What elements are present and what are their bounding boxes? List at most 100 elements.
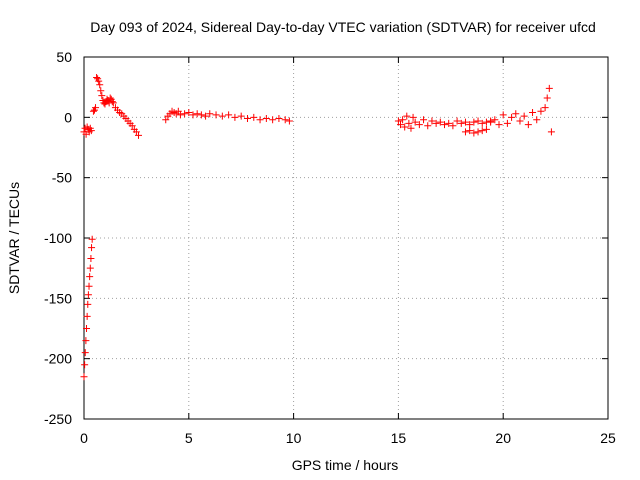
data-point	[474, 117, 482, 125]
data-point	[88, 244, 96, 252]
data-point	[243, 115, 251, 123]
data-point	[466, 121, 474, 129]
data-point	[453, 117, 461, 125]
x-tick-label: 5	[185, 430, 193, 446]
x-tick-label: 20	[495, 430, 511, 446]
data-point	[82, 337, 90, 345]
data-point	[547, 128, 555, 136]
data-point	[411, 118, 419, 126]
data-point	[537, 107, 545, 115]
data-point	[499, 111, 507, 119]
data-point	[256, 116, 264, 124]
data-point	[81, 349, 89, 357]
data-point	[87, 255, 95, 263]
data-point	[197, 111, 205, 119]
data-point	[86, 273, 94, 281]
data-point	[84, 300, 92, 308]
data-point	[97, 87, 105, 95]
data-point	[96, 81, 104, 89]
y-axis-label: SDTVAR / TECUs	[6, 182, 22, 294]
x-tick-label: 0	[80, 430, 88, 446]
data-point	[457, 119, 465, 127]
data-point	[98, 92, 106, 100]
y-tick-label: -50	[52, 170, 72, 186]
data-point	[93, 74, 101, 82]
data-point	[403, 112, 411, 120]
y-tick-label: 50	[56, 49, 72, 65]
data-point	[86, 264, 94, 272]
data-point	[394, 117, 402, 125]
data-point	[461, 118, 469, 126]
data-point	[269, 116, 277, 124]
y-tick-label: 0	[64, 109, 72, 125]
data-point	[478, 119, 486, 127]
data-point	[285, 117, 293, 125]
data-point	[162, 116, 170, 124]
data-point	[231, 113, 239, 121]
data-point	[81, 361, 89, 369]
data-point	[399, 116, 407, 124]
data-point	[132, 128, 140, 136]
data-point	[281, 116, 289, 124]
data-point	[80, 373, 88, 381]
data-point	[83, 325, 91, 332]
data-point	[516, 117, 524, 125]
y-tick-label: -150	[44, 290, 72, 306]
data-point	[275, 115, 283, 123]
data-point	[193, 110, 201, 118]
data-point	[206, 110, 214, 118]
data-point	[250, 113, 258, 121]
data-point	[545, 84, 553, 92]
data-point	[218, 112, 226, 120]
y-tick-label: -200	[44, 351, 72, 367]
data-point	[503, 119, 511, 127]
data-point	[202, 112, 210, 120]
axis-ticks	[83, 56, 609, 420]
data-point	[225, 111, 233, 119]
data-point	[543, 94, 551, 102]
x-tick-label: 15	[391, 430, 407, 446]
data-point	[108, 98, 116, 106]
data-point	[109, 99, 117, 107]
data-point	[436, 118, 444, 126]
data-point	[181, 110, 189, 118]
grid	[84, 57, 608, 419]
data-point	[134, 131, 142, 139]
data-point	[409, 113, 417, 121]
data-point	[262, 115, 270, 123]
y-tick-label: -100	[44, 230, 72, 246]
data-point	[520, 112, 528, 120]
data-point	[466, 127, 474, 135]
data-point	[491, 116, 499, 124]
data-point	[396, 121, 404, 129]
data-point	[445, 119, 453, 127]
y-tick-label: -250	[44, 411, 72, 427]
data-point	[85, 282, 93, 290]
data-point	[424, 122, 432, 130]
data-point	[401, 123, 409, 131]
data-point	[83, 312, 91, 320]
data-point	[533, 116, 541, 124]
data-point	[405, 119, 413, 127]
data-point	[529, 109, 537, 117]
data-point	[95, 77, 103, 85]
data-point	[128, 122, 136, 130]
data-point	[474, 128, 482, 136]
data-points	[80, 74, 555, 381]
data-point	[89, 107, 97, 115]
data-point	[176, 111, 184, 119]
data-point	[428, 117, 436, 125]
data-point	[432, 119, 440, 127]
chart-title: Day 093 of 2024, Sidereal Day-to-day VTE…	[90, 19, 596, 35]
plot-frame	[83, 56, 609, 420]
x-tick-label: 25	[600, 430, 616, 446]
data-point	[441, 121, 449, 129]
data-point	[478, 127, 486, 135]
data-point	[470, 129, 478, 137]
y-tick-labels: -250 -200 -150 -100 -50 0 50	[44, 49, 72, 427]
data-point	[185, 109, 193, 117]
data-point	[415, 121, 423, 129]
data-point	[84, 291, 92, 299]
data-point	[174, 107, 182, 115]
